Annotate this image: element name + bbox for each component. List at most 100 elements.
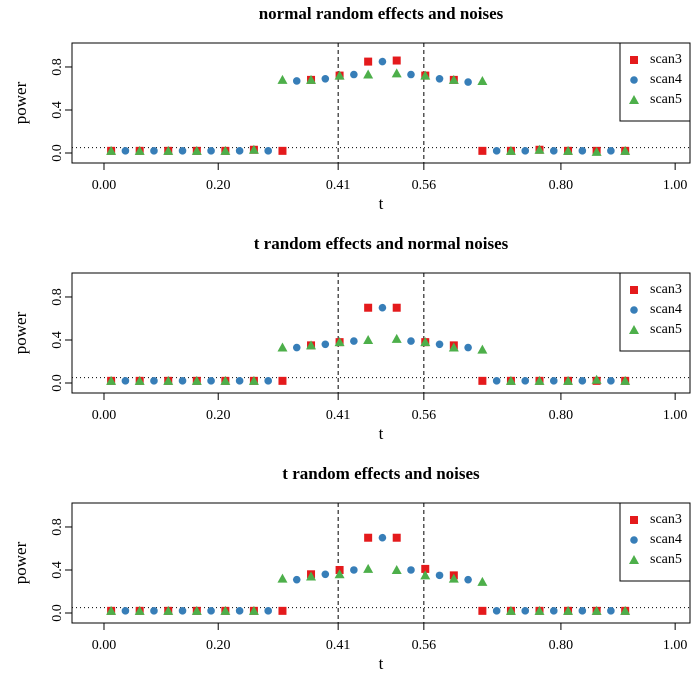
x-tick-label: 0.56 (412, 408, 437, 423)
square-point (364, 533, 373, 542)
circle-point (121, 147, 130, 155)
square-point (364, 57, 373, 66)
plot-frame (71, 272, 691, 394)
triangle-point (629, 95, 639, 104)
triangle-point (106, 375, 117, 385)
x-tick-label: 0.00 (92, 638, 117, 653)
triangle-point (248, 375, 259, 385)
triangle-point (391, 68, 402, 78)
square-point (278, 376, 287, 385)
triangle-point (248, 144, 259, 154)
legend-label: scan3 (650, 282, 682, 297)
triangle-point (220, 145, 231, 155)
circle-point (235, 377, 244, 385)
circle-point (464, 78, 472, 86)
triangle-point (220, 605, 231, 615)
circle-point (578, 607, 587, 615)
triangle-point (448, 342, 459, 352)
circle-point (292, 343, 301, 352)
circle-point (178, 147, 187, 155)
circle-point (549, 377, 558, 385)
triangle-point (334, 337, 345, 347)
triangle-point (306, 340, 317, 350)
triangle-point (191, 605, 202, 615)
legend-label: scan4 (650, 72, 682, 87)
triangle-point (334, 569, 345, 579)
x-tick-label: 0.41 (326, 638, 351, 653)
circle-point (630, 306, 638, 314)
triangle-point (220, 375, 231, 385)
triangle-point (505, 605, 516, 615)
triangle-point (563, 145, 574, 155)
triangle-point (363, 563, 374, 573)
legend-label: scan4 (650, 532, 682, 547)
y-axis-label: power (11, 311, 30, 354)
circle-point (435, 571, 444, 580)
circle-point (178, 377, 187, 385)
triangle-point (563, 375, 574, 385)
circle-point (521, 147, 530, 155)
triangle-point (620, 375, 631, 385)
triangle-point (448, 74, 459, 84)
legend-label: scan3 (650, 512, 682, 527)
circle-point (150, 377, 158, 385)
triangle-point (363, 334, 374, 344)
triangle-point (591, 605, 602, 615)
triangle-point (505, 375, 516, 385)
circle-point (178, 607, 187, 615)
circle-point (350, 566, 358, 574)
circle-point (121, 607, 130, 615)
square-point (421, 564, 430, 573)
triangle-point (134, 605, 145, 615)
triangle-point (106, 145, 117, 155)
x-tick-label: 0.80 (549, 178, 574, 193)
circle-point (150, 607, 158, 615)
circle-point (630, 76, 638, 84)
triangle-point (306, 74, 317, 84)
triangle-point (106, 605, 117, 615)
x-tick-label: 0.80 (549, 408, 574, 423)
circle-point (292, 575, 301, 584)
plot-frame (71, 502, 691, 624)
y-tick-label: 0.4 (50, 331, 65, 349)
circle-point (292, 77, 301, 85)
square-point (278, 606, 287, 615)
y-tick-label: 0.8 (50, 288, 65, 306)
triangle-point (391, 333, 402, 343)
triangle-point (420, 337, 431, 347)
triangle-point (591, 374, 602, 384)
legend-label: scan5 (650, 552, 682, 567)
circle-point (607, 377, 615, 385)
chart-title: t random effects and normal noises (254, 234, 509, 253)
triangle-point (134, 375, 145, 385)
circle-point (378, 533, 387, 542)
x-tick-label: 0.20 (206, 408, 231, 423)
square-point (478, 146, 487, 155)
y-tick-label: 0.4 (50, 561, 65, 579)
circle-point (464, 343, 472, 352)
circle-point (235, 147, 244, 155)
triangle-point (477, 576, 488, 586)
y-tick-label: 0.0 (50, 604, 65, 622)
circle-point (549, 607, 558, 615)
circle-point (350, 70, 358, 79)
triangle-point (277, 74, 288, 84)
circle-point (121, 377, 130, 385)
triangle-point (363, 69, 374, 79)
circle-point (492, 377, 501, 385)
square-point (630, 286, 638, 294)
circle-point (350, 337, 358, 345)
triangle-point (191, 375, 202, 385)
circle-point (630, 536, 638, 544)
triangle-point (391, 564, 402, 574)
circle-point (549, 147, 558, 155)
y-tick-label: 0.8 (50, 58, 65, 76)
triangle-point (163, 375, 174, 385)
circle-point (407, 566, 415, 574)
circle-point (578, 377, 587, 385)
triangle-point (591, 146, 602, 156)
x-tick-label: 0.20 (206, 178, 231, 193)
triangle-point (534, 605, 545, 615)
legend-label: scan5 (650, 322, 682, 337)
triangle-point (620, 145, 631, 155)
